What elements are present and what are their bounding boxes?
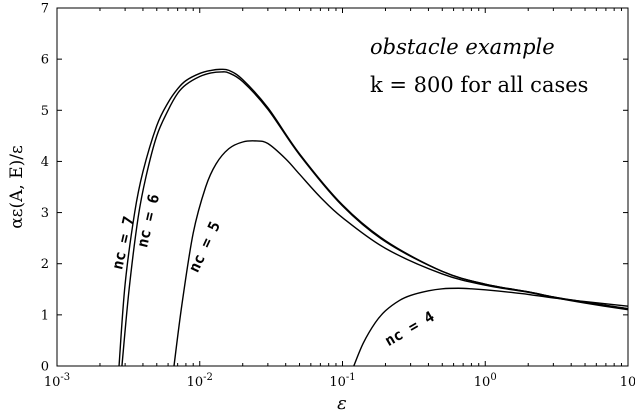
curve-series-3 [353,287,629,367]
y-tick-label: 6 [41,53,49,68]
x-tick-label: 10 [620,375,635,390]
x-tick-label: 10-1 [329,372,355,390]
y-tick-label: 4 [41,155,49,170]
curves-group [118,68,629,367]
y-tick-label: 7 [41,2,49,17]
y-tick-label: 5 [41,104,49,119]
y-tick-label: 0 [41,360,49,375]
x-tick-label: 10-3 [44,372,70,390]
annotation-line-1: obstacle example [370,35,555,59]
curve-series-2 [173,140,629,367]
annotation-line-2: k = 800 for all cases [370,73,588,97]
curve-series-1 [121,71,629,367]
ticks-group: 0 1 2 3 4 5 6 7 10-3 10-2 10-1 100 10 [41,2,635,391]
x-axis-label: ε [337,393,347,414]
y-axis-label: αε(A, E)/ε [7,145,27,229]
plot-area [56,7,629,367]
y-tick-label: 3 [41,206,49,221]
y-tick-label: 1 [41,308,49,323]
y-tick-label: 2 [41,257,49,272]
x-tick-label: 10-2 [187,372,213,390]
x-tick-label: 100 [474,372,497,390]
